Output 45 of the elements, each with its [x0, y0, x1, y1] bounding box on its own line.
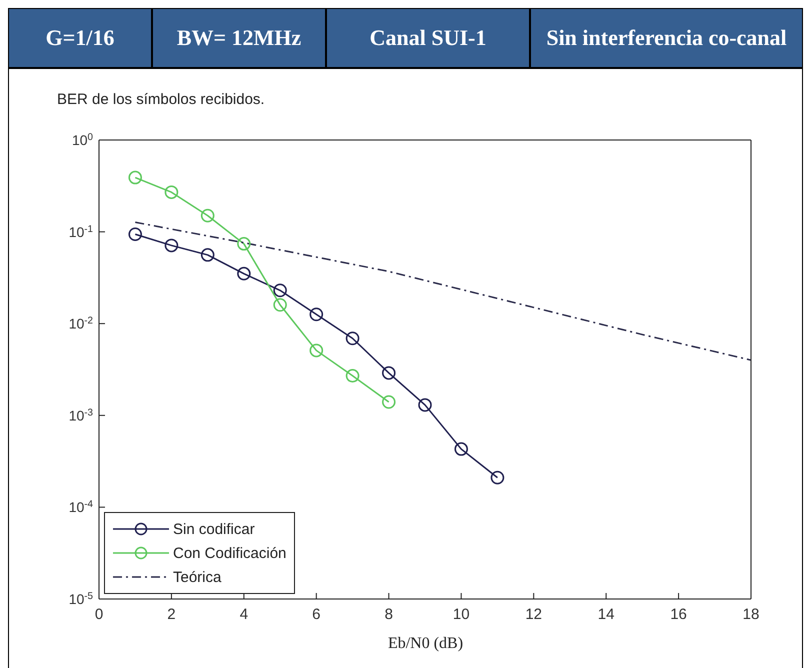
y-tick-label: 10$^{0}$	[72, 132, 94, 148]
x-tick-label: 12	[525, 606, 542, 623]
line-series	[134, 222, 751, 361]
y-tick-label: 10$^{-3}$	[68, 406, 94, 424]
point	[310, 344, 324, 358]
legend-label: Sin codificar	[173, 520, 255, 538]
point	[382, 395, 396, 409]
legend-label: Teórica	[173, 568, 222, 586]
y-tick-label: 10$^{-1}$	[68, 223, 93, 240]
text: Sin interferencia co-canal	[529, 9, 802, 67]
point	[310, 308, 324, 322]
point	[273, 298, 287, 312]
x-tick-label: 16	[670, 606, 687, 623]
point	[128, 170, 142, 184]
point	[382, 366, 396, 380]
x-tick-label: 0	[94, 606, 104, 623]
x-tick-label: 14	[598, 606, 614, 623]
y-tick-label: 10$^{-2}$	[68, 315, 93, 332]
chart-title: BER de los símbolos recibidos.	[57, 91, 265, 108]
point	[490, 470, 504, 484]
point	[128, 228, 142, 242]
point	[346, 369, 360, 383]
point	[200, 248, 214, 262]
point	[237, 237, 251, 251]
x-tick-label: 2	[167, 606, 176, 623]
point	[200, 208, 214, 222]
x-tick-label: 8	[384, 606, 393, 623]
point	[346, 332, 360, 346]
x-axis-title: Eb/N0 (dB)	[386, 635, 464, 653]
x-tick-label: 4	[240, 606, 248, 623]
x-tick-label: 18	[742, 606, 760, 623]
point	[273, 284, 287, 298]
text: G=1/16	[44, 24, 116, 52]
text: BW= 12MHz	[151, 9, 325, 67]
point	[164, 185, 178, 199]
text: Canal SUI-1	[325, 9, 529, 67]
point	[164, 238, 178, 252]
point	[237, 266, 251, 280]
point	[454, 442, 468, 456]
x-tick-label: 10	[452, 606, 470, 623]
point	[418, 398, 432, 412]
legend-label: Con Codificación	[173, 544, 286, 562]
y-tick-label: 10$^{-5}$	[68, 590, 94, 607]
x-tick-label: 6	[312, 606, 321, 623]
y-tick-label: 10$^{-4}$	[68, 498, 94, 516]
